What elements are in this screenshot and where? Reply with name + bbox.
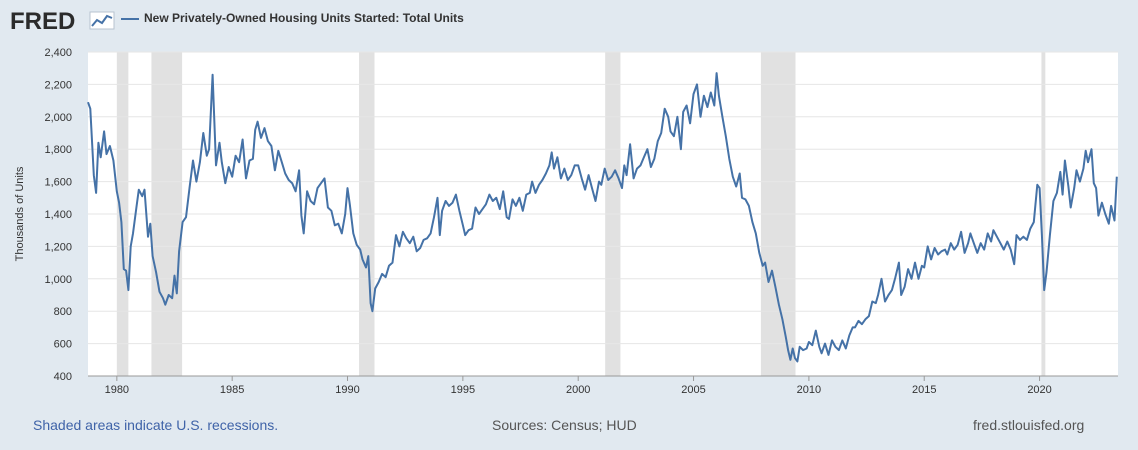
series-line-housing-starts	[87, 72, 1118, 363]
line-graph-icon	[89, 11, 115, 30]
y-tick-label: 1,400	[44, 209, 72, 221]
x-tick-label: 2005	[681, 384, 705, 396]
x-tick-label: 2010	[797, 384, 821, 396]
x-tick-label: 2000	[566, 384, 590, 396]
y-tick-label: 1,600	[44, 177, 72, 189]
y-tick-label: 2,400	[44, 47, 72, 59]
x-tick-label: 2020	[1027, 384, 1051, 396]
y-tick-label: 600	[54, 339, 72, 351]
y-tick-label: 1,000	[44, 274, 72, 286]
x-tick-label: 1985	[220, 384, 244, 396]
chart-area: 400 600 800 1,000 1,200 1,400 1,600 1,800 2,000 2…	[14, 47, 1118, 396]
sources-note[interactable]: Sources: Census; HUD	[492, 417, 637, 433]
y-tick-label: 800	[54, 306, 72, 318]
x-tick-label: 2015	[912, 384, 936, 396]
recessions-note[interactable]: Shaded areas indicate U.S. recessions.	[33, 417, 279, 433]
site-link[interactable]: fred.stlouisfed.org	[973, 417, 1085, 433]
y-axis-label: Thousands of Units	[14, 166, 26, 261]
y-tick-label: 2,000	[44, 112, 72, 124]
fred-logo-text: FRED	[10, 8, 75, 34]
y-tick-label: 2,200	[44, 79, 72, 91]
y-tick-label: 1,200	[44, 241, 72, 253]
x-tick-label: 1995	[451, 384, 475, 396]
fred-logo[interactable]: FRED	[10, 6, 120, 34]
legend-label[interactable]: New Privately-Owned Housing Units Starte…	[144, 11, 464, 25]
x-tick-label: 1980	[105, 384, 129, 396]
y-tick-label: 1,800	[44, 144, 72, 156]
legend-swatch	[121, 18, 139, 20]
x-tick-label: 1990	[335, 384, 359, 396]
y-tick-label: 400	[54, 371, 72, 383]
chart-header: FRED New Privately-Owned Housing Units S…	[0, 0, 1138, 40]
